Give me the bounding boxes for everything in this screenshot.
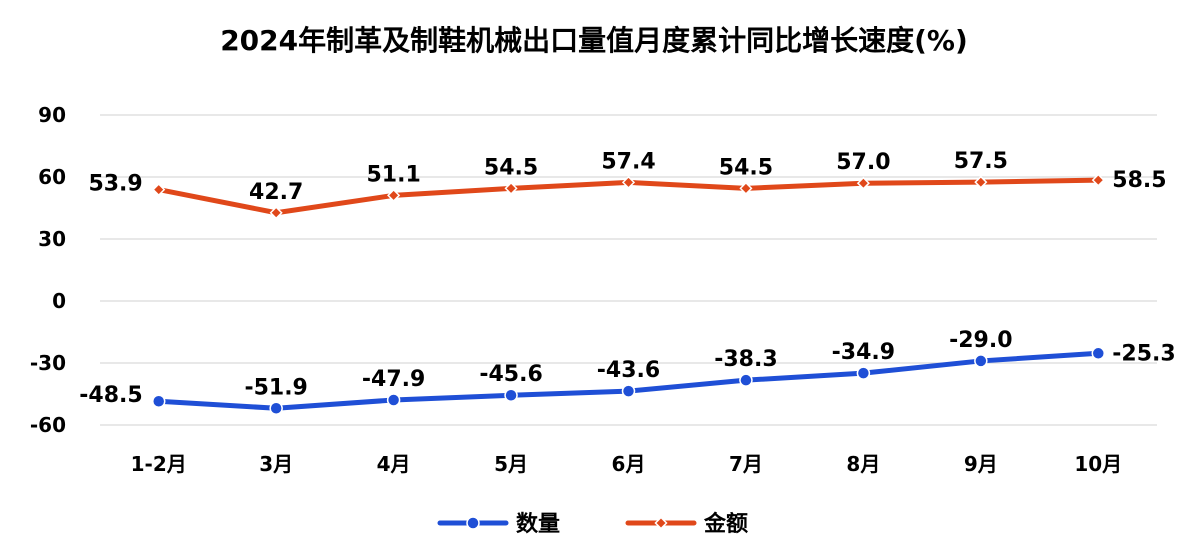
data-label: -47.9 [362, 367, 425, 392]
data-label: -38.3 [714, 347, 777, 372]
data-labels: -48.5 -51.9 -47.9 -45.6 -43.6 -38.3 -34.9 -29.0… [79, 149, 1175, 408]
data-point [269, 206, 283, 220]
legend-marker [654, 516, 668, 530]
data-point [151, 394, 166, 408]
data-label: -25.3 [1112, 341, 1175, 366]
data-label: 54.5 [719, 155, 773, 180]
data-point [974, 354, 988, 368]
x-tick-label: 6月 [612, 452, 646, 476]
x-axis-ticks: 1-2月 3月 4月 5月 6月 7月 8月 9月 10月 [131, 452, 1123, 476]
x-tick-label: 4月 [377, 452, 411, 476]
data-point [856, 176, 870, 190]
data-point [739, 181, 753, 195]
series-lines [151, 173, 1106, 416]
x-tick-label: 3月 [259, 452, 293, 476]
data-point [504, 181, 518, 195]
data-point [856, 366, 871, 380]
x-tick-label: 7月 [729, 452, 763, 476]
data-point [386, 393, 401, 407]
y-tick-label: 30 [38, 227, 66, 251]
data-label: -51.9 [244, 375, 307, 400]
x-tick-label: 5月 [494, 452, 528, 476]
legend-label: 金额 [703, 511, 748, 537]
data-label: 57.4 [601, 149, 655, 174]
data-label: -34.9 [832, 340, 895, 365]
data-label: 42.7 [249, 180, 303, 205]
y-tick-label: 60 [38, 165, 66, 189]
x-tick-label: 9月 [964, 452, 998, 476]
data-label: 57.5 [954, 149, 1008, 174]
data-label: -48.5 [79, 383, 142, 408]
chart-title: 2024年制革及制鞋机械出口量值月度累计同比增长速度(%) [220, 24, 968, 57]
data-point [387, 188, 401, 202]
y-tick-label: 0 [52, 289, 66, 313]
data-point [504, 388, 518, 402]
x-tick-label: 10月 [1074, 452, 1122, 476]
legend: 数量 金额 [437, 511, 748, 537]
data-label: 57.0 [836, 150, 890, 175]
data-label: 58.5 [1112, 168, 1166, 193]
x-tick-label: 8月 [846, 452, 880, 476]
y-tick-label: 90 [38, 103, 66, 127]
data-label: 53.9 [88, 172, 142, 197]
y-axis-ticks: 90 60 30 0 -30 -60 [30, 103, 66, 437]
data-label: -45.6 [479, 362, 542, 387]
data-point [739, 373, 753, 387]
data-label: -43.6 [597, 358, 660, 383]
data-label: 54.5 [484, 155, 538, 180]
gridlines [100, 114, 1157, 426]
data-label: -29.0 [949, 328, 1012, 353]
data-point [621, 384, 636, 398]
x-tick-label: 1-2月 [131, 452, 187, 476]
data-point [269, 401, 283, 416]
y-tick-label: -30 [30, 351, 66, 375]
data-point [621, 175, 636, 189]
y-tick-label: -60 [30, 413, 66, 437]
data-point [152, 183, 166, 197]
data-point [1091, 173, 1105, 187]
data-point [974, 175, 988, 189]
data-point [1091, 346, 1106, 361]
legend-marker [466, 516, 480, 530]
data-label: 51.1 [366, 162, 420, 187]
legend-label: 数量 [516, 511, 560, 537]
